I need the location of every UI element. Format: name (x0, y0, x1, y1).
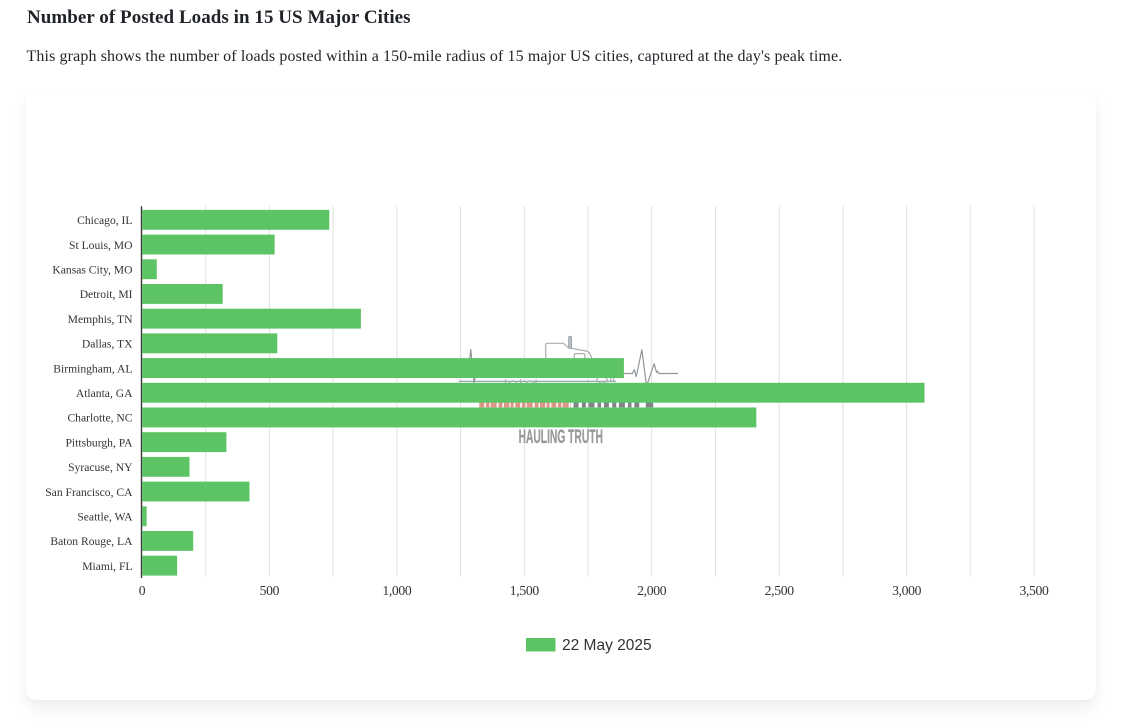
svg-text:2,000: 2,000 (637, 583, 667, 598)
svg-text:2,500: 2,500 (765, 583, 795, 598)
svg-text:Seattle, WA: Seattle, WA (77, 511, 133, 524)
svg-text:Detroit, MI: Detroit, MI (80, 288, 133, 301)
svg-text:Memphis, TN: Memphis, TN (68, 313, 133, 326)
svg-text:3,500: 3,500 (1019, 583, 1049, 598)
svg-text:0: 0 (139, 583, 146, 598)
svg-text:Chicago, IL: Chicago, IL (77, 214, 132, 227)
svg-text:500: 500 (260, 583, 280, 598)
svg-text:Charlotte, NC: Charlotte, NC (67, 412, 132, 425)
svg-text:St Louis, MO: St Louis, MO (69, 239, 132, 252)
svg-text:Atlanta, GA: Atlanta, GA (76, 387, 133, 400)
svg-text:1,500: 1,500 (510, 583, 540, 598)
svg-text:22 May 2025: 22 May 2025 (562, 637, 652, 654)
svg-text:San Francisco, CA: San Francisco, CA (45, 486, 133, 499)
svg-text:Kansas City, MO: Kansas City, MO (52, 264, 132, 277)
svg-text:Baton Rouge, LA: Baton Rouge, LA (50, 535, 133, 548)
svg-text:Syracuse, NY: Syracuse, NY (68, 461, 133, 474)
svg-text:HAULING TRUTH: HAULING TRUTH (519, 427, 603, 448)
svg-text:Birmingham, AL: Birmingham, AL (53, 362, 132, 375)
svg-text:1,000: 1,000 (382, 583, 412, 598)
svg-text:Dallas, TX: Dallas, TX (82, 338, 133, 351)
svg-text:3,000: 3,000 (892, 583, 922, 598)
svg-text:Miami, FL: Miami, FL (82, 560, 132, 573)
svg-text:Pittsburgh, PA: Pittsburgh, PA (65, 436, 133, 449)
